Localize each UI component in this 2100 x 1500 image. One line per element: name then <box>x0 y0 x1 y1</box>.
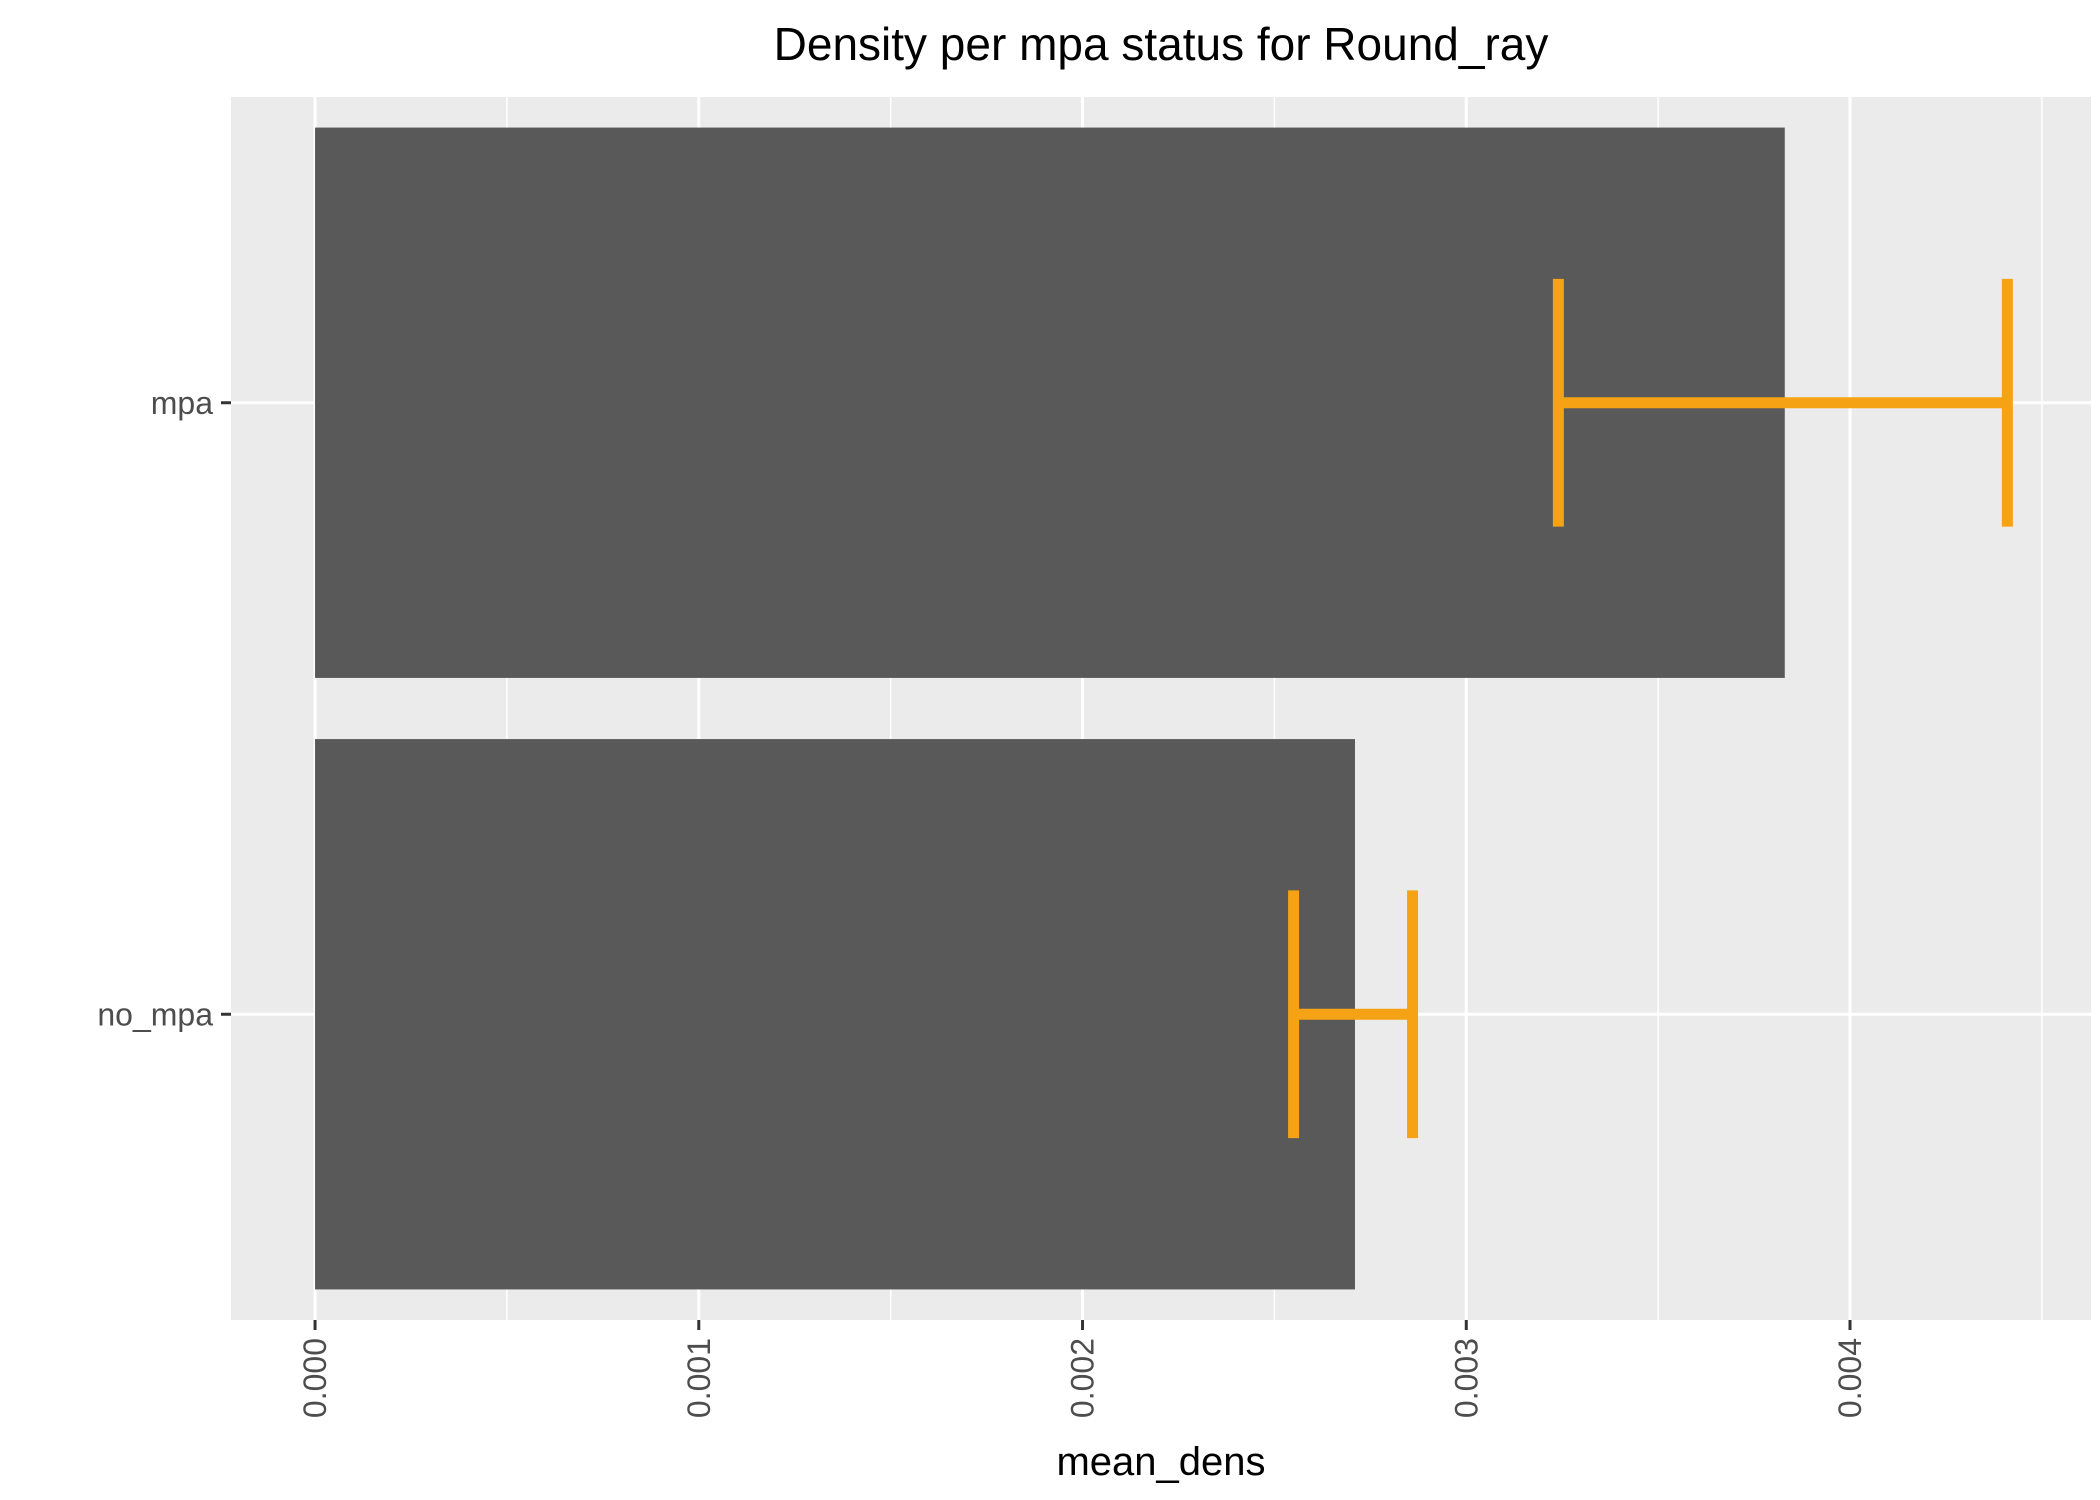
x-axis-title: mean_dens <box>1056 1440 1265 1484</box>
y-tick-label: no_mpa <box>97 996 213 1032</box>
x-tick-label: 0.003 <box>1448 1338 1484 1418</box>
error-bars <box>1288 278 2013 1139</box>
bar-mpa <box>315 127 1785 678</box>
x-tick-label: 0.001 <box>681 1338 717 1418</box>
x-tick-label: 0.004 <box>1832 1338 1868 1418</box>
y-axis: mpa no_mpa <box>97 385 231 1032</box>
bar-no_mpa <box>315 739 1355 1290</box>
bars <box>315 127 1785 1290</box>
x-axis: 0.000 0.001 0.002 0.003 0.004 <box>297 1320 1868 1418</box>
error-bar-mpa <box>1552 278 2013 527</box>
x-tick-label: 0.000 <box>297 1338 333 1418</box>
chart-title: Density per mpa status for Round_ray <box>774 18 1549 70</box>
y-tick-label: mpa <box>151 385 213 421</box>
error-bar-no_mpa <box>1288 890 1419 1139</box>
x-tick-label: 0.002 <box>1065 1338 1101 1418</box>
